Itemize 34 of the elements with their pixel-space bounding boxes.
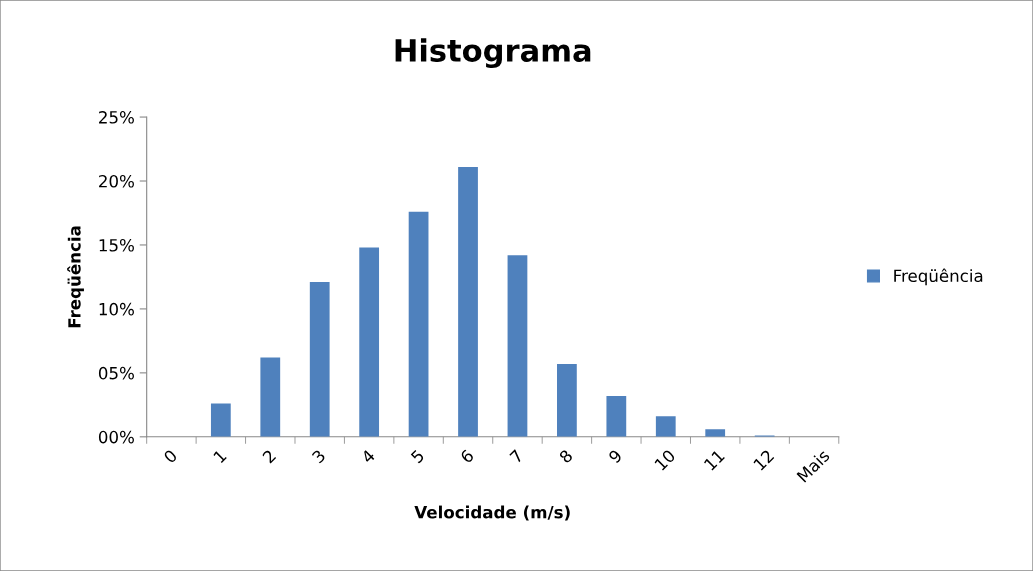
x-tick-label: 0 [162,448,178,464]
x-tick-label: 8 [558,448,574,464]
bar [458,166,478,437]
bar [705,429,726,437]
bar [359,247,380,437]
x-tick-label: 11 [703,449,725,471]
x-tick-label: 2 [261,449,277,464]
x-tick-label: 9 [607,448,623,464]
x-tick-label: 12 [752,449,775,471]
bar [260,357,281,437]
y-tick-label: 20% [99,174,134,188]
x-tick-label: 5 [410,449,425,464]
x-tick-label: 10 [654,448,676,471]
bar [408,211,429,437]
bar [309,282,330,437]
x-tick-label: 1 [213,449,227,464]
y-tick-label: 05% [98,366,134,380]
bar [655,416,676,437]
bar [507,255,528,437]
bar [210,403,231,437]
y-axis-title: Freqüência [67,226,84,328]
x-tick-label: 6 [459,448,475,464]
legend-label: Freqüência [894,268,983,286]
y-tick-label: 00% [98,430,134,444]
y-tick-label: 10% [99,302,134,316]
bar [606,395,627,437]
x-tick-label: 3 [311,449,326,464]
bar [557,363,577,437]
x-axis-title: Velocidade (m/s) [414,505,570,521]
y-tick-label: 15% [99,238,134,252]
x-tick-label: 7 [509,449,524,464]
chart-title: Histograma [395,38,591,69]
x-tick-label: 4 [360,448,376,464]
y-tick-label: 25% [99,111,134,124]
